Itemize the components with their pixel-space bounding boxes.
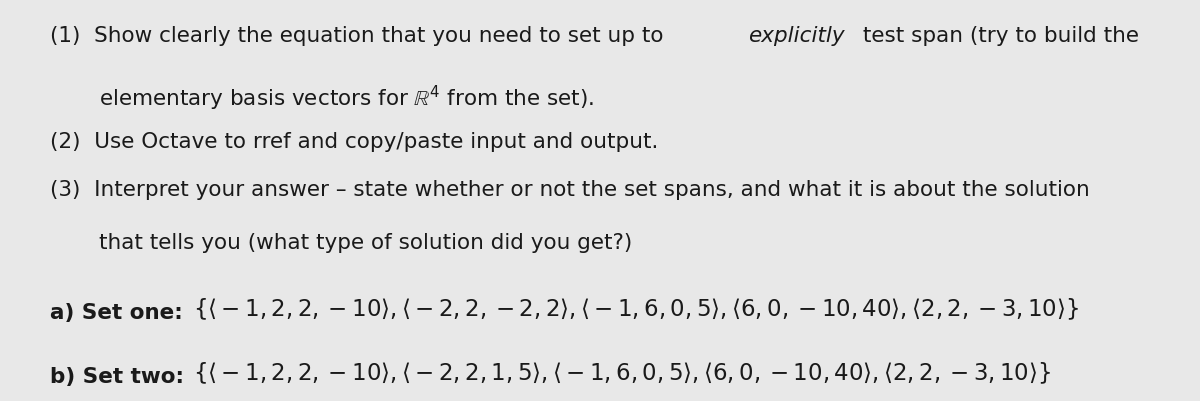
Text: (3)  Interpret your answer – state whether or not the set spans, and what it is : (3) Interpret your answer – state whethe… xyxy=(50,180,1090,200)
Text: test span (try to build the: test span (try to build the xyxy=(857,26,1139,46)
Text: elementary basis vectors for $\mathbb{R}^{4}$ from the set).: elementary basis vectors for $\mathbb{R}… xyxy=(100,84,594,113)
Text: $\{\langle-1,2,2,-10\rangle,\langle-2,2,1,5\rangle,\langle-1,6,0,5\rangle,\langl: $\{\langle-1,2,2,-10\rangle,\langle-2,2,… xyxy=(193,361,1051,387)
Text: (1)  Show clearly the equation that you need to set up to: (1) Show clearly the equation that you n… xyxy=(50,26,671,46)
Text: $\{\langle-1,2,2,-10\rangle,\langle-2,2,-2,2\rangle,\langle-1,6,0,5\rangle,\lang: $\{\langle-1,2,2,-10\rangle,\langle-2,2,… xyxy=(193,297,1080,322)
Text: b) Set two:: b) Set two: xyxy=(50,367,184,387)
Text: that tells you (what type of solution did you get?): that tells you (what type of solution di… xyxy=(100,233,632,253)
Text: explicitly: explicitly xyxy=(748,26,845,46)
Text: a) Set one:: a) Set one: xyxy=(50,303,182,323)
Text: (2)  Use Octave to rref and copy/paste input and output.: (2) Use Octave to rref and copy/paste in… xyxy=(50,132,659,152)
